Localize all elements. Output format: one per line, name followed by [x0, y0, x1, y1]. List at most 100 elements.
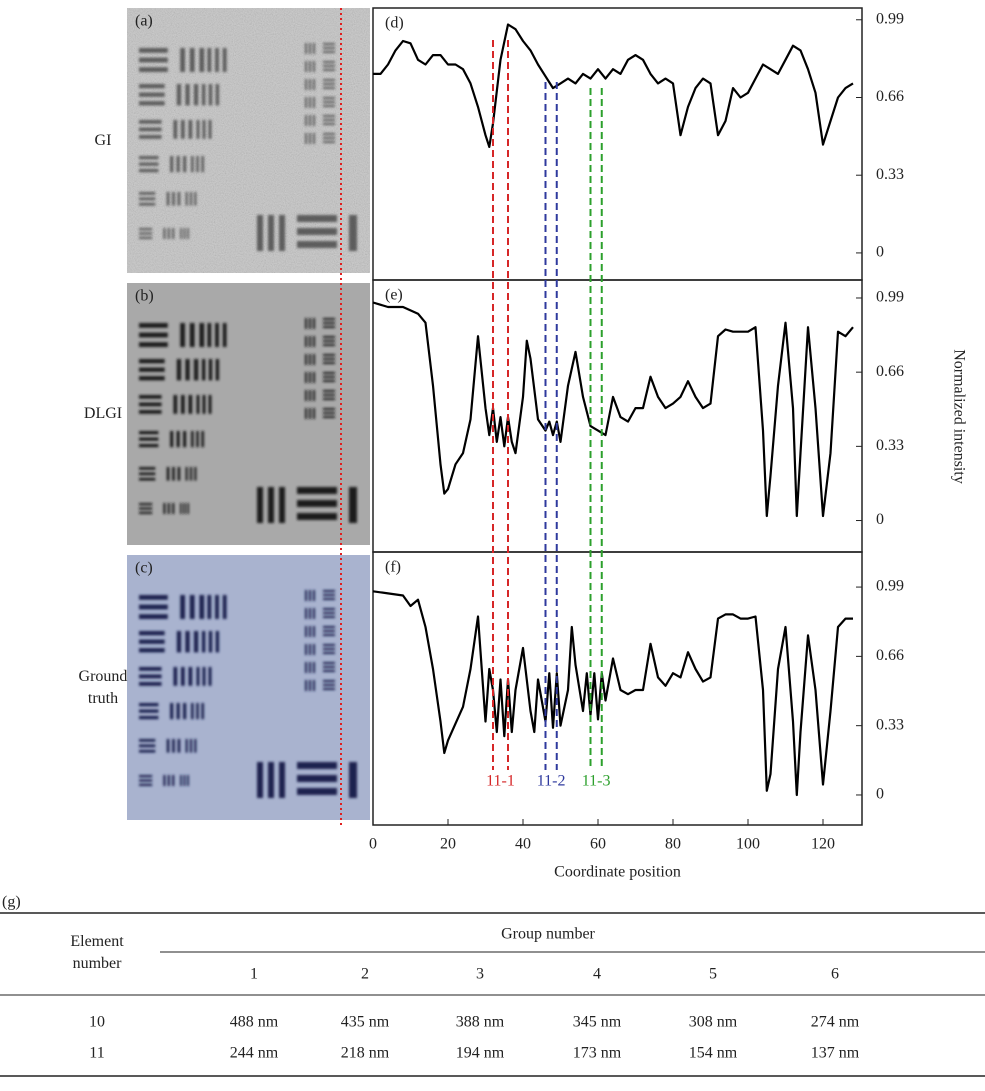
bar [185, 631, 190, 653]
bar [187, 503, 189, 514]
bar [191, 156, 194, 173]
bar [139, 410, 162, 414]
bar [279, 762, 285, 798]
bar [305, 115, 307, 126]
row-label: Ground truth [78, 667, 128, 707]
bar [202, 395, 206, 414]
y-tick-label: 0.66 [876, 88, 904, 105]
bar [313, 133, 315, 144]
bar [305, 590, 307, 601]
bar [189, 192, 193, 206]
bar [305, 372, 307, 383]
bar [323, 362, 335, 364]
bar [297, 513, 337, 520]
bar [189, 467, 193, 481]
bar [188, 667, 193, 686]
bar [176, 703, 180, 720]
bar [139, 467, 156, 470]
bar [323, 412, 335, 414]
x-tick-label: 100 [736, 836, 760, 853]
bar [305, 133, 307, 144]
bar [313, 97, 315, 108]
table-cell: 154 nm [689, 1045, 738, 1062]
bar [323, 688, 335, 690]
image-panel: (c) [127, 555, 370, 820]
bar [309, 336, 311, 347]
bar [313, 318, 315, 329]
bar [323, 670, 335, 672]
bar [163, 503, 166, 514]
bar [176, 84, 182, 106]
bar [323, 115, 335, 117]
data-line [373, 23, 854, 148]
guide-label: 11-1 [486, 773, 515, 790]
bar [170, 431, 174, 448]
table-cell: 218 nm [341, 1045, 390, 1062]
plot-frame [372, 279, 863, 553]
bar [323, 119, 335, 121]
bar [201, 631, 206, 653]
bar [323, 101, 335, 103]
bar [201, 703, 204, 720]
group-header: Group number [501, 926, 595, 943]
bar [313, 644, 315, 655]
bar [167, 775, 170, 786]
bar [215, 84, 220, 106]
bar [349, 762, 357, 798]
bar [139, 376, 165, 381]
bar [139, 783, 153, 786]
bar [215, 359, 220, 381]
bar [323, 394, 335, 396]
bar [196, 431, 199, 448]
bar [196, 703, 199, 720]
bar [313, 662, 315, 673]
y-tick-label: 0.33 [876, 166, 904, 183]
bar [139, 120, 162, 124]
bar [139, 682, 162, 686]
bar [323, 322, 335, 324]
bar [309, 662, 311, 673]
bar [185, 359, 190, 381]
bar [189, 323, 195, 347]
bar [323, 590, 335, 592]
bar [309, 318, 311, 329]
bar [208, 359, 213, 381]
chart: (d) 0 0.33 0.66 0.99 [372, 7, 904, 281]
panel-label: (b) [135, 288, 154, 305]
bar [305, 61, 307, 72]
bar [305, 680, 307, 691]
bar [139, 197, 156, 201]
bar [177, 739, 181, 753]
bar [172, 467, 175, 481]
row-header: Element number [70, 933, 124, 972]
annotation: 11-2 [537, 82, 565, 790]
table-cell: 345 nm [573, 1014, 622, 1031]
bar [208, 631, 213, 653]
bar [185, 192, 188, 206]
bar [323, 376, 335, 378]
bar [201, 359, 206, 381]
bar [199, 323, 205, 347]
bar [180, 120, 185, 139]
bar [188, 395, 193, 414]
bar [196, 395, 200, 414]
bar [305, 97, 307, 108]
bar [323, 680, 335, 682]
bar [305, 390, 307, 401]
bar [222, 595, 227, 619]
bar [139, 323, 168, 328]
bar [191, 703, 194, 720]
bar [323, 594, 335, 596]
bar [139, 595, 168, 600]
y-tick-label: 0.33 [876, 716, 904, 733]
bar [139, 202, 156, 206]
bar [187, 775, 189, 786]
bar [183, 503, 186, 514]
bar [323, 390, 335, 392]
x-tick-label: 120 [811, 836, 835, 853]
bar [163, 775, 166, 786]
table-cell: 308 nm [689, 1014, 738, 1031]
y-axis-label: Normalized intensity [950, 349, 967, 484]
